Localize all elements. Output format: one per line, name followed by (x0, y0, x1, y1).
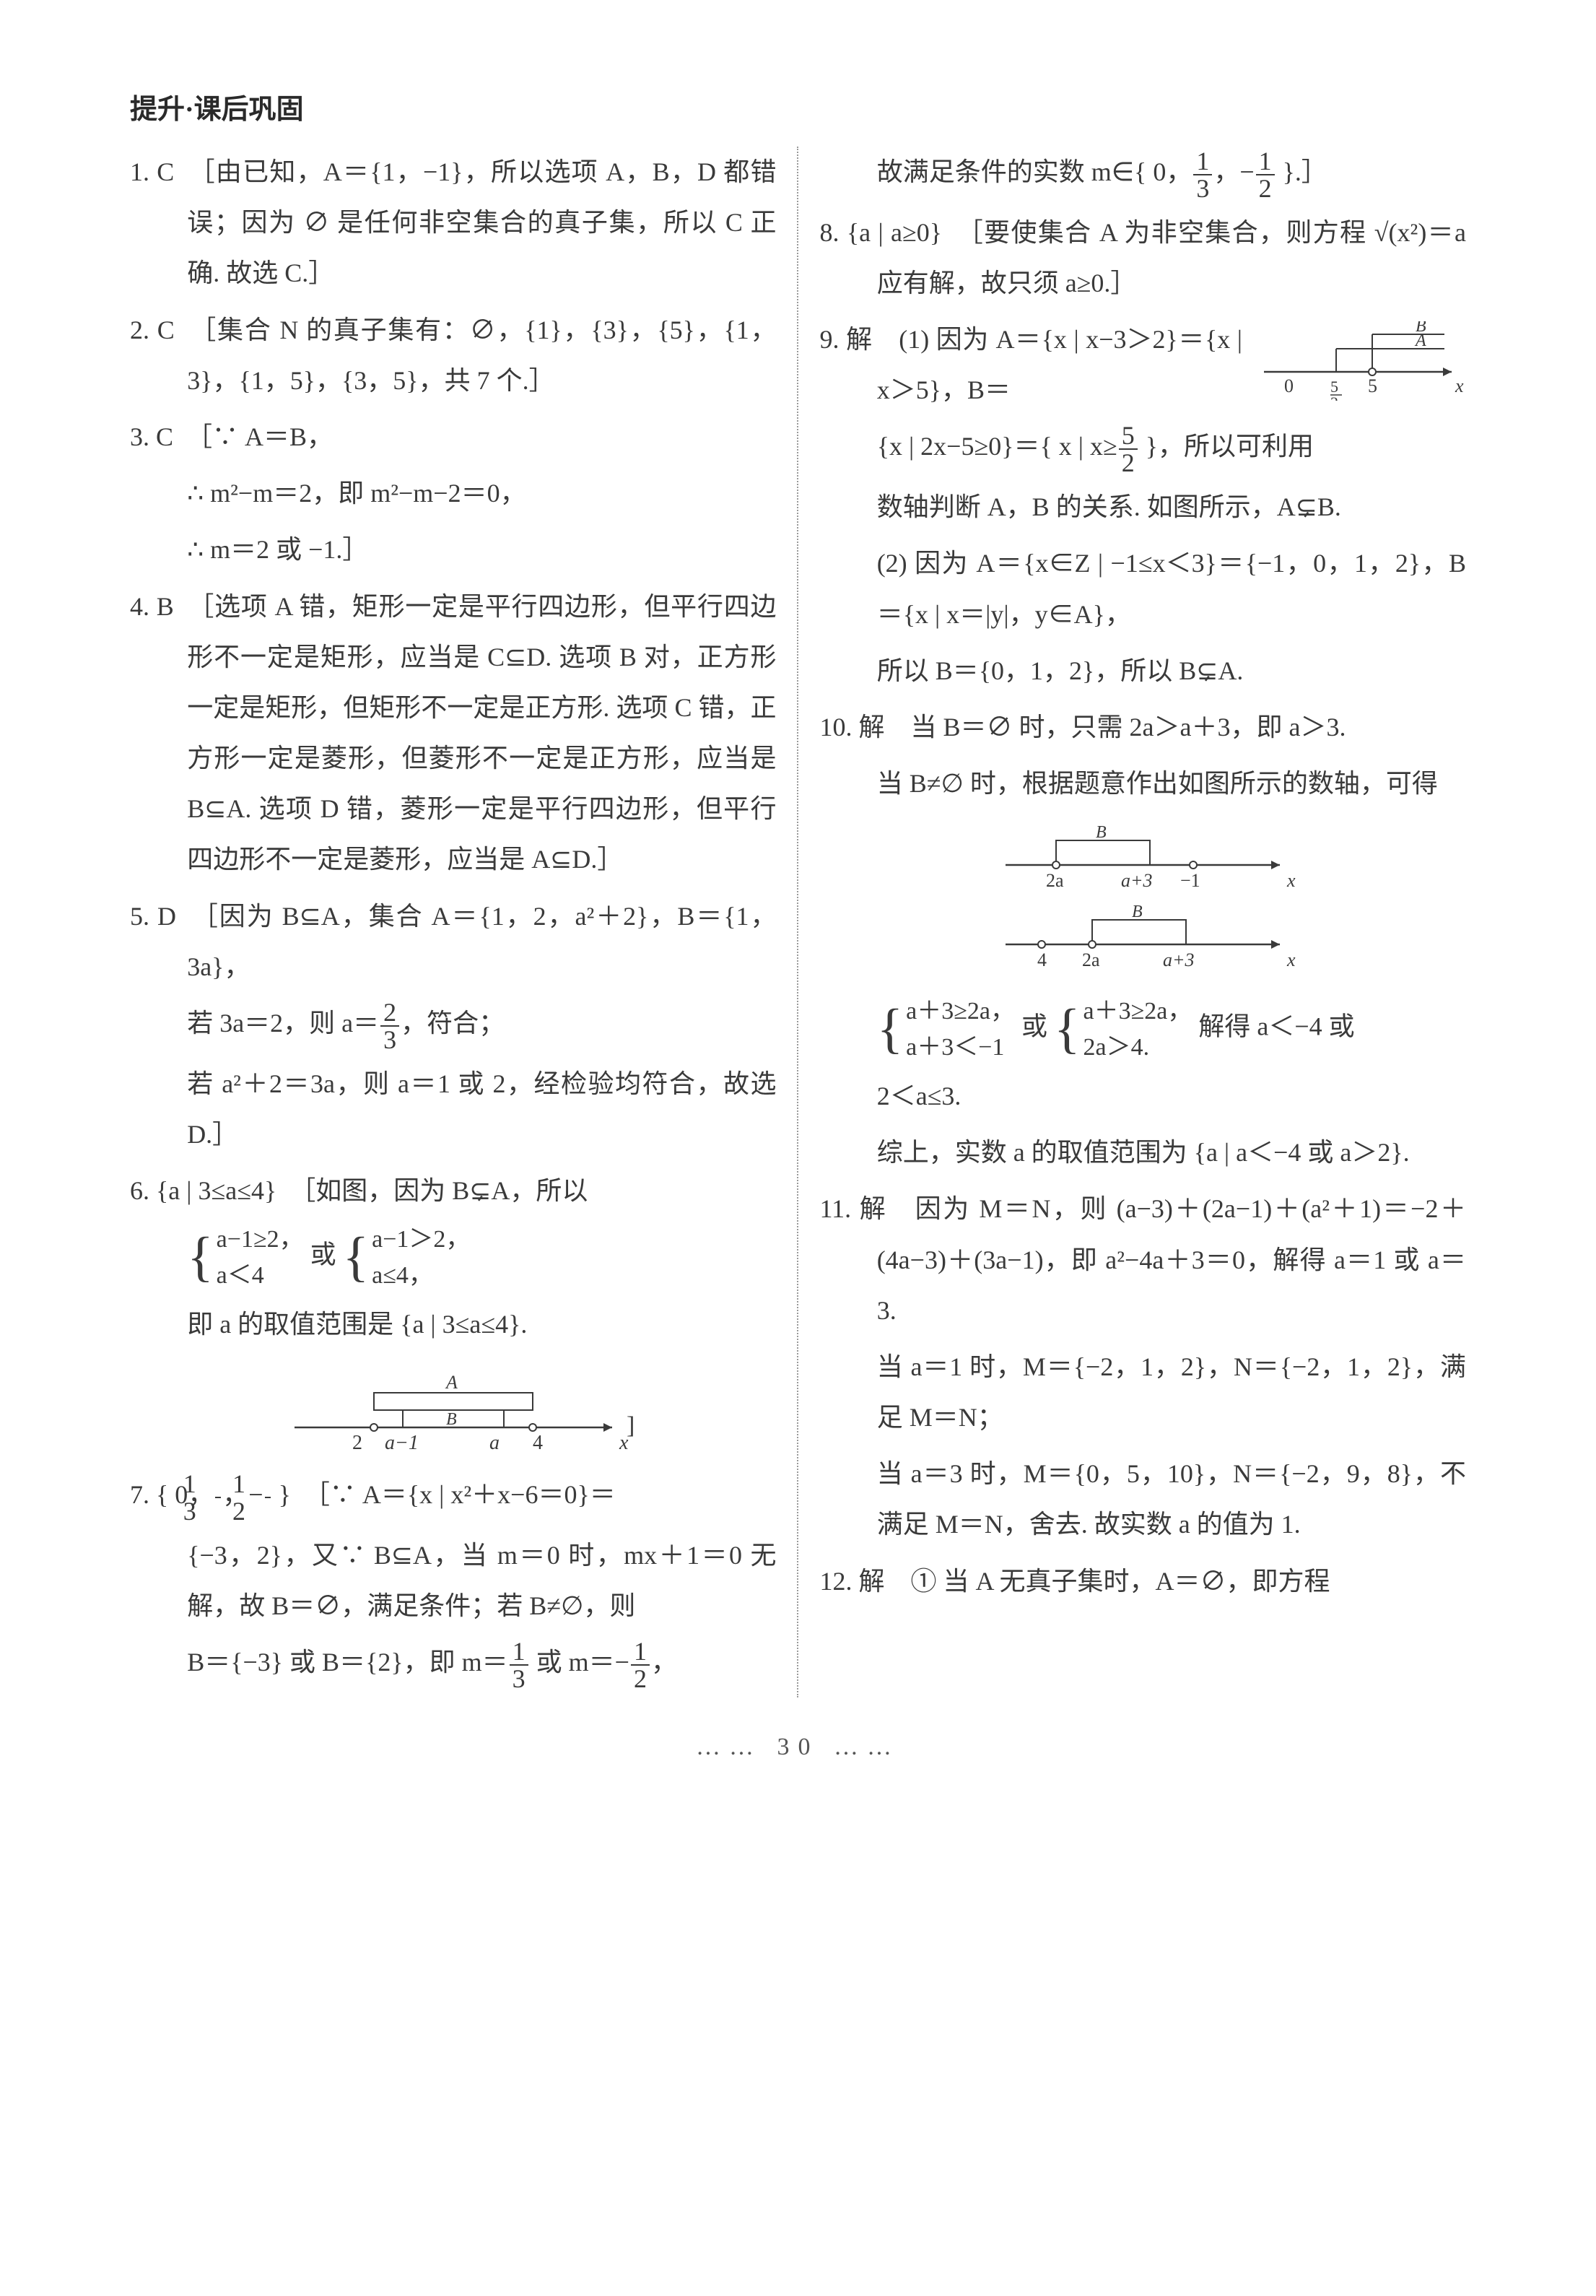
svg-text:B: B (446, 1410, 457, 1429)
q12: 12. 解 ① 当 A 无真子集时，A＝∅，即方程 (820, 1556, 1467, 1606)
svg-text:2: 2 (352, 1432, 362, 1454)
q10-line1: 10. 解 当 B＝∅ 时，只需 2a＞a＋3，即 a＞3. (820, 702, 1467, 752)
fraction-1-2-c: 12 (1256, 148, 1275, 201)
q9-line4: (2) 因为 A＝{x∈Z | −1≤x＜3}＝{−1，0，1，2}，B＝{x … (820, 538, 1467, 639)
q5b-pre: 若 3a＝2，则 a＝ (187, 1009, 379, 1038)
fraction-1-2-b: 12 (631, 1638, 650, 1692)
q9-line1: 9. 解 (1) 因为 A＝{x | x−3＞2}＝{x | x＞5}，B＝ (820, 314, 1243, 415)
q7-line4: 故满足条件的实数 m∈{ 0，13，−12 }.］ (820, 147, 1467, 201)
q5b-post: ，符合； (401, 1009, 505, 1038)
svg-text:5: 5 (1368, 375, 1377, 396)
svg-text:B: B (1096, 823, 1107, 842)
q3-line2: ∴ m²−m＝2，即 m²−m−2＝0， (130, 468, 777, 518)
q10-line4: 2＜a≤3. (820, 1071, 1467, 1121)
svg-text:x: x (1286, 870, 1296, 891)
fraction-5-2: 52 (1119, 422, 1138, 476)
q5-line3: 若 a²＋2＝3a，则 a＝1 或 2，经检验均符合，故选 D.］ (130, 1058, 777, 1160)
svg-text:2: 2 (1330, 393, 1338, 401)
q11-line1: 11. 解 因为 M＝N，则 (a−3)＋(2a−1)＋(a²＋1)＝−2＋(4… (820, 1183, 1467, 1336)
q11-line2: 当 a＝1 时，M＝{−2，1，2}，N＝{−2，1，2}，满足 M＝N； (820, 1341, 1467, 1443)
fraction-1-3-b: 13 (510, 1638, 528, 1692)
q9-number-line: 0 5 2 5 x A B (1250, 321, 1466, 401)
svg-text:B: B (1132, 903, 1143, 921)
q6-line3: 即 a 的取值范围是 {a | 3≤a≤4}. (130, 1299, 777, 1349)
fraction-1-2-a: 12 (265, 1471, 271, 1524)
svg-text:a: a (489, 1432, 500, 1454)
q11-line3: 当 a＝3 时，M＝{0，5，10}，N＝{−2，9，8}，不满足 M＝N，舍去… (820, 1448, 1467, 1549)
svg-text:B: B (1416, 321, 1426, 336)
q4: 4. B ［选项 A 错，矩形一定是平行四边形，但平行四边形不一定是矩形，应当是… (130, 581, 777, 885)
q7-line1: 7. { 0，13，−12 } ［∵ A＝{x | x²＋x−6＝0}＝ (130, 1469, 777, 1524)
q8: 8. {a | a≥0} ［要使集合 A 为非空集合，则方程 √(x²)＝a 应… (820, 207, 1467, 308)
svg-text:−1: −1 (1180, 870, 1200, 891)
two-column-layout: 1. C ［由已知，A＝{1，−1}，所以选项 A，B，D 都错误；因为 ∅ 是… (130, 147, 1466, 1697)
q10-line5: 综上，实数 a 的取值范围为 {a | a＜−4 或 a＞2}. (820, 1127, 1467, 1178)
q5-line1: 5. D ［因为 B⊆A，集合 A＝{1，2，a²＋2}，B＝{1，3a}， (130, 891, 777, 992)
svg-text:4: 4 (1037, 949, 1047, 970)
fraction-2-3: 23 (380, 999, 399, 1053)
q10-number-lines: 2a a+3 −1 x B 4 2a a+3 x B (977, 822, 1309, 980)
fraction-1-3-c: 13 (1193, 148, 1212, 201)
q7-line2: {−3，2}，又∵ B⊆A，当 m＝0 时，mx＋1＝0 无解，故 B＝∅，满足… (130, 1530, 777, 1631)
q10-brace-right: { a＋3≥2a，2a＞4. (1054, 993, 1192, 1065)
svg-text:x: x (1286, 949, 1296, 970)
q5-line2: 若 3a＝2，则 a＝23，符合； (130, 998, 777, 1053)
left-column: 1. C ［由已知，A＝{1，−1}，所以选项 A，B，D 都错误；因为 ∅ 是… (130, 147, 777, 1697)
q10c-post: 解得 a＜−4 或 (1198, 1012, 1354, 1041)
svg-text:0: 0 (1284, 375, 1294, 396)
q7-line3: B＝{−3} 或 B＝{2}，即 m＝13 或 m＝−12， (130, 1637, 777, 1692)
q9-line3: 数轴判断 A，B 的关系. 如图所示，A⊊B. (820, 482, 1467, 532)
q6-number-line: 2 a−1 a 4 x A B ] (266, 1362, 641, 1456)
q10-line2: 当 B≠∅ 时，根据题意作出如图所示的数轴，可得 (820, 758, 1467, 809)
svg-text:a−1: a−1 (385, 1432, 419, 1454)
svg-text:a+3: a+3 (1121, 870, 1153, 891)
q6-brace-right: { a−1＞2，a≤4， (343, 1222, 471, 1293)
section-title: 提升·课后巩固 (130, 87, 1466, 126)
svg-text:A: A (445, 1372, 458, 1393)
svg-text:2a: 2a (1082, 949, 1100, 970)
q9-line2: {x | 2x−5≥0}＝{ x | x≥52 }，所以可利用 (820, 421, 1467, 476)
q6-or: 或 (310, 1240, 336, 1269)
fraction-1-3-a: 13 (215, 1471, 221, 1524)
q3-line1: 3. C ［∵ A＝B， (130, 412, 777, 462)
q6-brace-left: { a−1≥2，a＜4 (187, 1222, 303, 1293)
q9-line5: 所以 B＝{0，1，2}，所以 B⊊A. (820, 645, 1467, 696)
right-column: 故满足条件的实数 m∈{ 0，13，−12 }.］ 8. {a | a≥0} ［… (820, 147, 1467, 1697)
svg-text:a+3: a+3 (1163, 949, 1195, 970)
q1: 1. C ［由已知，A＝{1，−1}，所以选项 A，B，D 都错误；因为 ∅ 是… (130, 147, 777, 299)
q2: 2. C ［集合 N 的真子集有：∅，{1}，{3}，{5}，{1，3}，{1，… (130, 305, 777, 406)
q3-line3: ∴ m＝2 或 −1.］ (130, 524, 777, 575)
q6-line1: 6. {a | 3≤a≤4} ［如图，因为 B⊊A，所以 (130, 1165, 777, 1216)
q10-or: 或 (1021, 1012, 1047, 1041)
svg-text:]: ] (627, 1412, 635, 1439)
q10-line3: { a＋3≥2a，a＋3＜−1 或 { a＋3≥2a，2a＞4. 解得 a＜−4… (820, 993, 1467, 1065)
svg-text:4: 4 (533, 1432, 543, 1454)
svg-text:x: x (1455, 375, 1464, 396)
svg-text:2a: 2a (1046, 870, 1064, 891)
q6-line2: { a−1≥2，a＜4 或 { a−1＞2，a≤4， (130, 1222, 777, 1293)
q10-brace-left: { a＋3≥2a，a＋3＜−1 (877, 993, 1015, 1065)
page-number: …… 30 …… (130, 1734, 1466, 1761)
